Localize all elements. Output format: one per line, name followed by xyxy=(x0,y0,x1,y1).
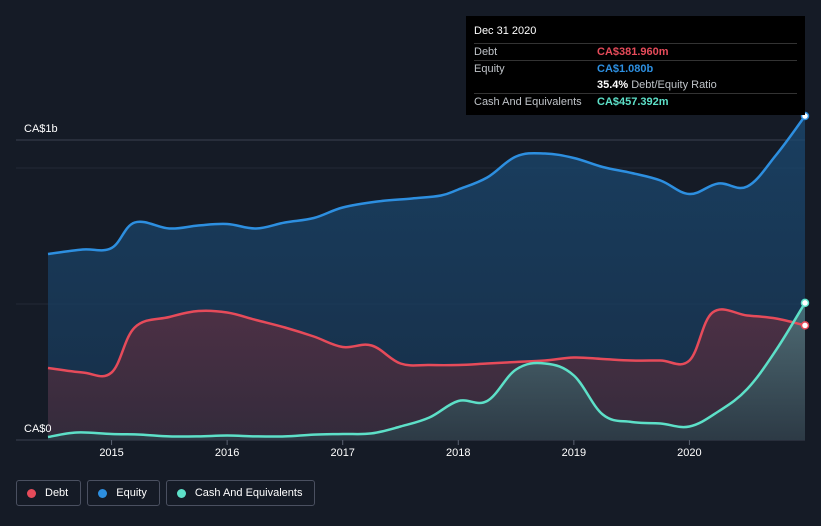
tooltip-value-debt: CA$381.960m xyxy=(597,46,669,58)
x-tick-label: 2017 xyxy=(330,447,354,459)
legend-dot-icon xyxy=(98,488,108,498)
area-cash-and-equivalents xyxy=(48,302,805,440)
legend-label: Equity xyxy=(116,487,147,499)
x-axis-ticks: 2015 2016 2017 2018 2019 2020 xyxy=(99,440,702,459)
area-debt xyxy=(48,309,805,440)
series-areas xyxy=(48,116,805,440)
tooltip-value-ratio: 35.4% xyxy=(597,79,629,91)
tooltip-label: Equity xyxy=(474,63,505,75)
legend-dot-icon xyxy=(27,488,36,498)
y-axis-label-bottom: CA$0 xyxy=(24,423,52,435)
x-tick-label: 2016 xyxy=(215,447,239,459)
legend-label: Cash And Equivalents xyxy=(194,487,303,499)
legend-item-cash[interactable]: Cash And Equivalents xyxy=(165,480,316,506)
tooltip-value-equity: CA$1.080b xyxy=(597,63,654,75)
x-tick-label: 2019 xyxy=(562,447,586,459)
legend: Debt Equity Cash And Equivalents xyxy=(16,480,316,506)
tooltip-ratio-suffix: Debt/Equity Ratio xyxy=(631,79,717,91)
x-tick-label: 2018 xyxy=(446,447,470,459)
tooltip-date: Dec 31 2020 xyxy=(474,25,537,37)
legend-item-equity[interactable]: Equity xyxy=(87,480,160,506)
tooltip-row-equity: Equity CA$1.080b xyxy=(474,60,797,77)
series-lines xyxy=(47,115,807,439)
tooltip-row-debt: Debt CA$381.960m xyxy=(474,43,797,60)
tooltip-label: Cash And Equivalents xyxy=(474,96,582,108)
tooltip-value-cash: CA$457.392m xyxy=(597,96,669,108)
y-axis-label-top: CA$1b xyxy=(24,123,58,135)
end-marker-debt xyxy=(800,321,810,330)
line-cash-and-equivalents xyxy=(47,302,807,439)
x-tick-label: 2020 xyxy=(677,447,701,459)
legend-dot-icon xyxy=(176,488,186,498)
tooltip-panel: Dec 31 2020 Debt CA$381.960m Equity CA$1… xyxy=(466,16,805,115)
tooltip-row-cash: Cash And Equivalents CA$457.392m xyxy=(474,93,797,110)
legend-label: Debt xyxy=(45,487,69,499)
end-marker-cash-and-equivalents xyxy=(800,298,810,308)
x-tick-label: 2015 xyxy=(99,447,123,459)
tooltip-row-ratio: 35.4% Debt/Equity Ratio xyxy=(474,77,797,93)
line-equity xyxy=(47,115,807,256)
tooltip-label: Debt xyxy=(474,46,498,58)
series-end-markers xyxy=(800,111,810,330)
legend-item-debt[interactable]: Debt xyxy=(16,480,82,506)
line-debt xyxy=(47,308,806,378)
